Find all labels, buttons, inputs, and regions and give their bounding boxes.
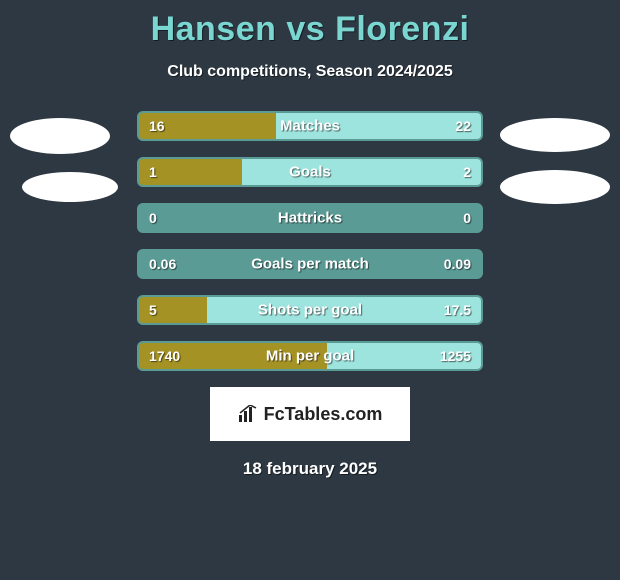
stat-row: 5 Shots per goal 17.5 [137, 295, 483, 325]
stat-label: Shots per goal [258, 302, 362, 319]
ellipse [10, 118, 110, 154]
value-right: 2 [463, 164, 471, 180]
value-left: 0 [149, 210, 157, 226]
bar-right [242, 159, 481, 185]
value-left: 1 [149, 164, 157, 180]
value-left: 5 [149, 302, 157, 318]
stat-label: Goals per match [251, 256, 369, 273]
bar-chart-icon [238, 405, 260, 423]
stat-label: Matches [280, 118, 340, 135]
value-left: 1740 [149, 348, 180, 364]
value-right: 0.09 [444, 256, 471, 272]
stat-row: 16 Matches 22 [137, 111, 483, 141]
stat-row: 1740 Min per goal 1255 [137, 341, 483, 371]
player-left-shape [10, 118, 118, 220]
ellipse [22, 172, 118, 202]
stat-row: 1 Goals 2 [137, 157, 483, 187]
page-title: Hansen vs Florenzi [0, 0, 620, 49]
value-left: 0.06 [149, 256, 176, 272]
stat-label: Hattricks [278, 210, 342, 227]
value-right: 1255 [440, 348, 471, 364]
comparison-chart: 16 Matches 22 1 Goals 2 0 Hattricks 0 0.06 Goals p… [137, 111, 483, 371]
logo: FcTables.com [210, 387, 410, 441]
ellipse [500, 118, 610, 152]
player-right-shape [500, 118, 610, 222]
value-right: 0 [463, 210, 471, 226]
ellipse [500, 170, 610, 204]
value-right: 17.5 [444, 302, 471, 318]
value-left: 16 [149, 118, 165, 134]
stat-label: Min per goal [266, 348, 354, 365]
date: 18 february 2025 [0, 459, 620, 479]
stat-row: 0 Hattricks 0 [137, 203, 483, 233]
logo-text: FcTables.com [264, 404, 383, 425]
stat-label: Goals [289, 164, 331, 181]
value-right: 22 [455, 118, 471, 134]
stat-row: 0.06 Goals per match 0.09 [137, 249, 483, 279]
subtitle: Club competitions, Season 2024/2025 [0, 63, 620, 81]
